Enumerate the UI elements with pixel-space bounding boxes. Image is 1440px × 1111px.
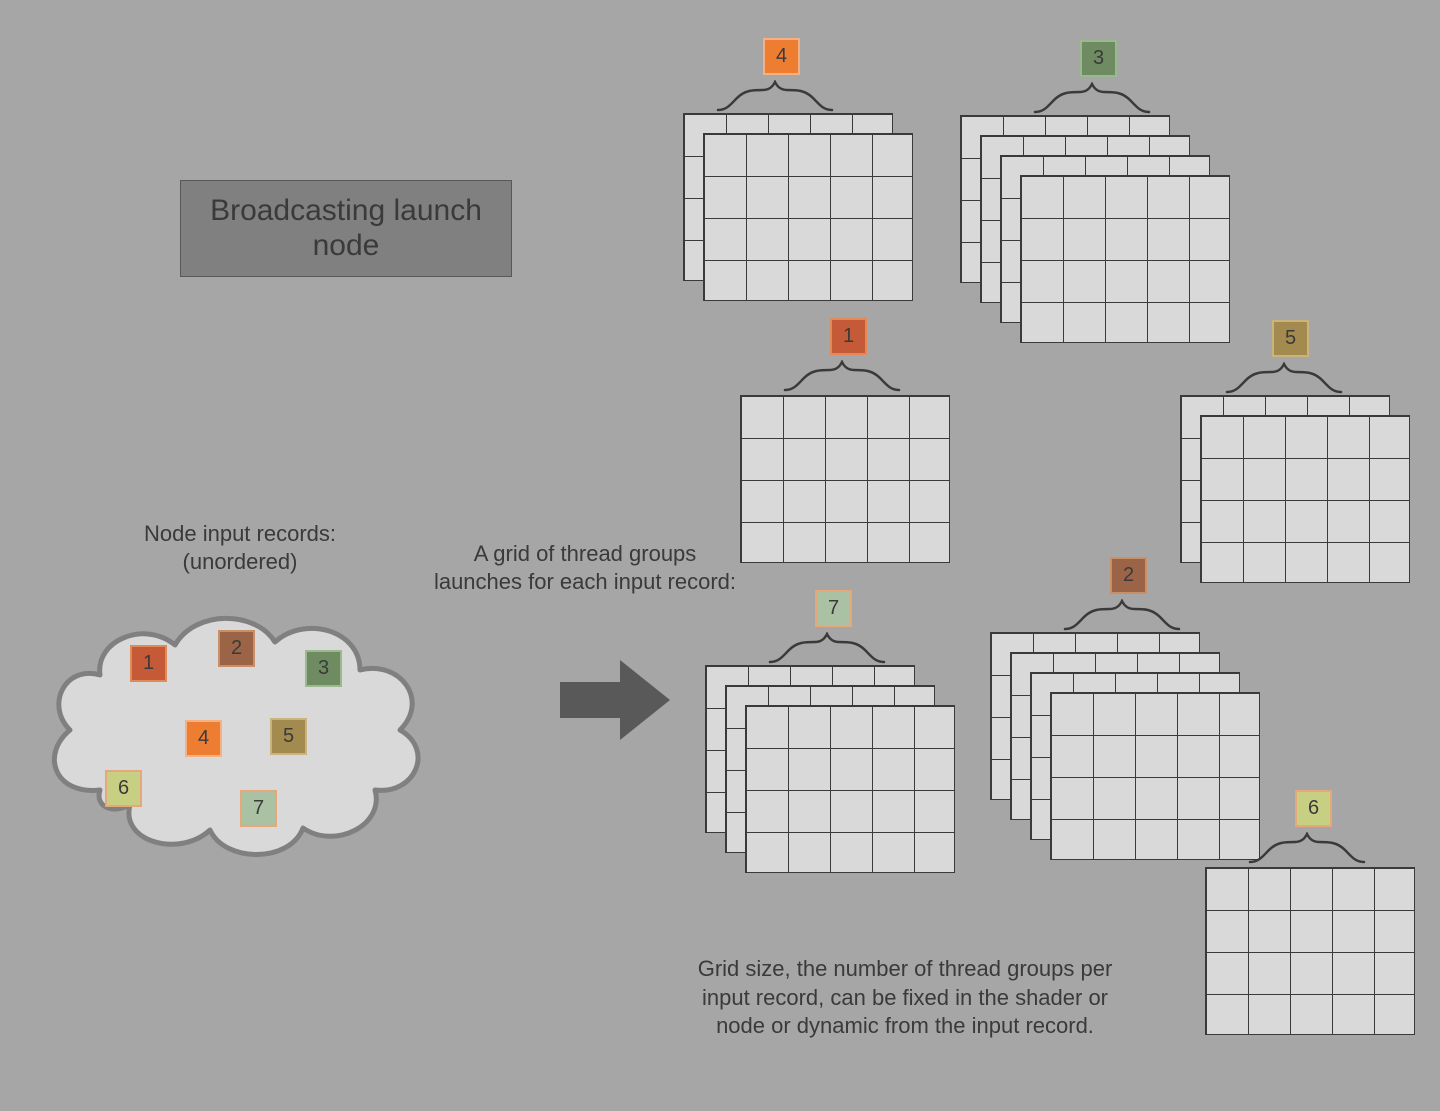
record-badge-4: 4 [763,38,800,75]
diagram-canvas: { "colors": { "bg": "#a6a6a6", "title_bg… [0,0,1440,1111]
records-label-line1: Node input records: [144,521,336,546]
cloud-shape [40,580,430,870]
record-badge-6: 6 [1295,790,1332,827]
record-badge-1: 1 [830,318,867,355]
thread-group-grid [740,395,950,563]
bottom-caption: Grid size, the number of thread groups p… [690,955,1120,1041]
title-box: Broadcasting launch node [180,180,512,277]
record-badge-5: 5 [270,718,307,755]
record-badge-6: 6 [105,770,142,807]
thread-group-grid [745,705,955,873]
thread-group-grid [1050,692,1260,860]
thread-group-grid [1205,867,1415,1035]
brace-3 [1032,82,1152,117]
record-badge-7: 7 [240,790,277,827]
record-badge-3: 3 [305,650,342,687]
thread-group-grid [1020,175,1230,343]
record-badge-5: 5 [1272,320,1309,357]
arrow-caption: A grid of thread groups launches for eac… [430,540,740,595]
records-label-sub: (unordered) [90,548,390,576]
brace-7 [767,632,887,667]
brace-1 [782,360,902,395]
title-text: Broadcasting launch node [181,194,511,263]
record-badge-1: 1 [130,645,167,682]
thread-group-grid [703,133,913,301]
record-badge-4: 4 [185,720,222,757]
brace-2 [1062,599,1182,634]
record-badge-2: 2 [1110,557,1147,594]
thread-group-grid [1200,415,1410,583]
arrow-icon [560,660,670,740]
brace-6 [1247,832,1367,867]
brace-4 [715,80,835,115]
record-badge-2: 2 [218,630,255,667]
record-badge-7: 7 [815,590,852,627]
records-label: Node input records: (unordered) [90,520,390,575]
record-badge-3: 3 [1080,40,1117,77]
brace-5 [1224,362,1344,397]
